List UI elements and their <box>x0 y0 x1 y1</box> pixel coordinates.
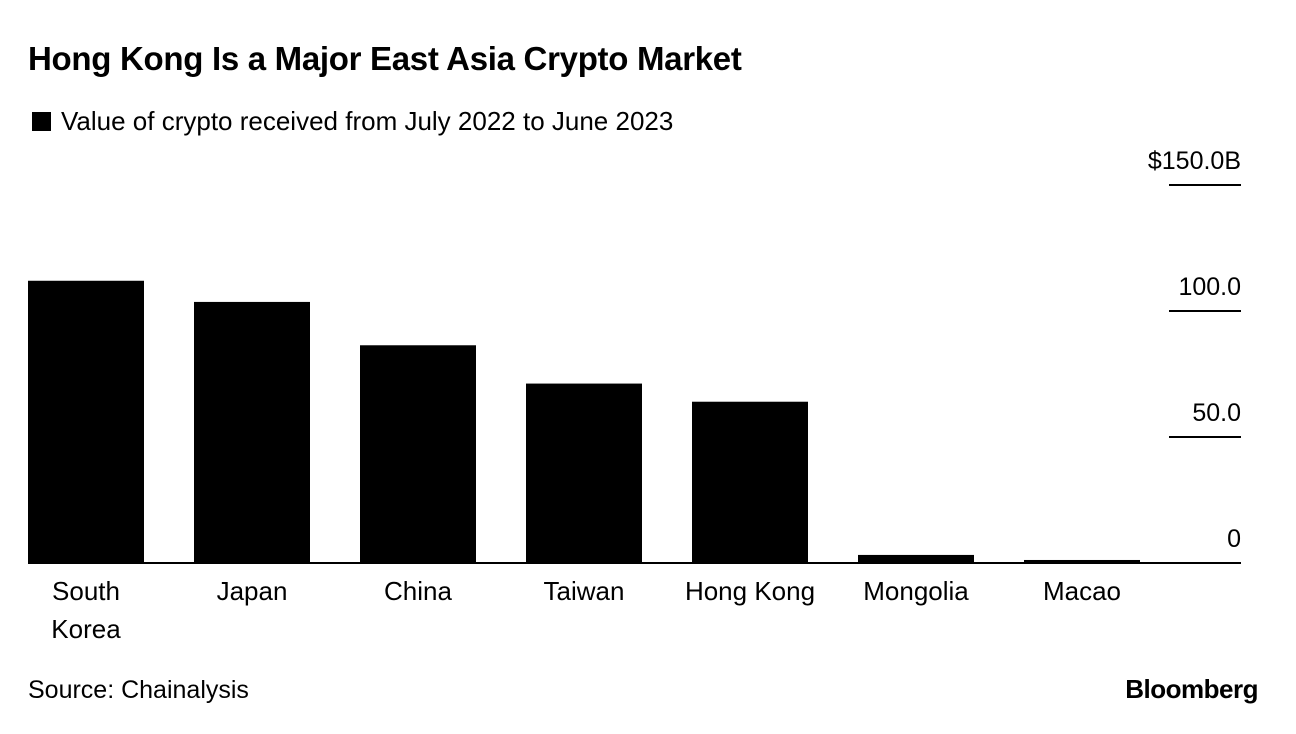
bar-china <box>360 345 476 563</box>
bar-taiwan <box>526 383 642 563</box>
bars-group <box>28 280 1140 563</box>
x-tick-label: South Korea <box>51 576 121 644</box>
y-tick-label: 50.0 <box>1192 399 1241 427</box>
x-axis-labels: South Korea Japan China Taiwan Hong Kong Mongo… <box>51 576 1121 644</box>
y-axis: 0 50.0 100.0 $150.0B <box>1148 147 1241 553</box>
source-note: Source: Chainalysis <box>28 676 249 704</box>
x-tick-label: Taiwan <box>544 576 625 606</box>
y-tick-label: $150.0B <box>1148 147 1241 175</box>
x-tick-label: Mongolia <box>863 576 969 606</box>
bar-hong-kong <box>692 401 808 563</box>
x-tick-label: China <box>384 576 452 606</box>
bar-macao <box>1024 559 1140 563</box>
bar-japan <box>194 301 310 563</box>
x-tick-label: Macao <box>1043 576 1121 606</box>
legend-swatch <box>32 112 51 131</box>
bloomberg-logo: Bloomberg <box>1125 674 1258 704</box>
bar-mongolia <box>858 554 974 563</box>
chart-title: Hong Kong Is a Major East Asia Crypto Ma… <box>28 40 742 77</box>
legend-label: Value of crypto received from July 2022 … <box>61 106 674 136</box>
x-tick-label: Japan <box>217 576 288 606</box>
y-tick-label: 100.0 <box>1178 273 1241 301</box>
y-tick-label: 0 <box>1227 525 1241 553</box>
legend: Value of crypto received from July 2022 … <box>32 106 673 137</box>
bar-south-korea <box>28 280 144 563</box>
x-tick-label: Hong Kong <box>685 576 815 606</box>
